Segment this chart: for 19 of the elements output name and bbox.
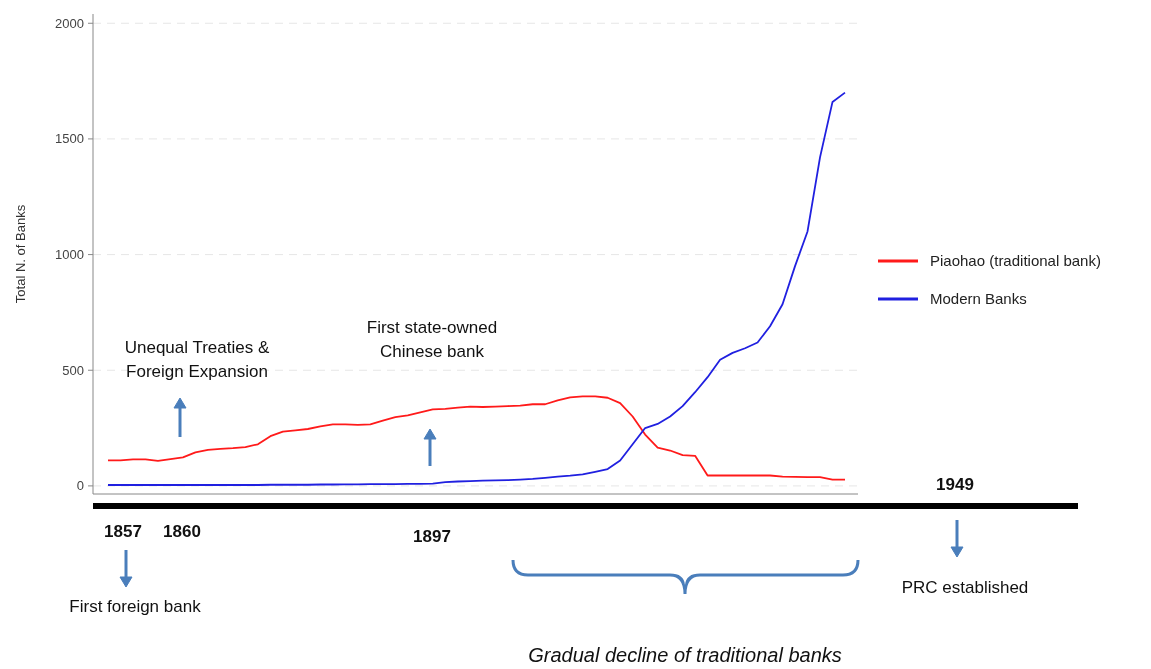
text: 1897: [413, 527, 451, 546]
annotation: Unequal Treaties & Foreign Expansion: [124, 338, 270, 381]
annotation: First state-owned Chinese bank: [366, 318, 498, 361]
text: 1860: [163, 522, 201, 541]
text: 1949: [936, 475, 974, 494]
text: Gradual decline of traditional banks: [528, 644, 842, 666]
y-tick-label: 500: [62, 362, 84, 378]
y-tick-label: 0: [76, 478, 84, 494]
y-tick-label: 1500: [55, 131, 84, 147]
y-tick-label: 2000: [55, 15, 84, 31]
text: PRC established: [901, 578, 1029, 597]
legend-label: Modern Banks: [930, 290, 1027, 308]
y-axis-title: Total N. of Banks: [13, 204, 28, 304]
text: 1857: [104, 522, 142, 541]
text: First foreign bank: [69, 597, 202, 616]
y-tick-label: 1000: [55, 247, 84, 263]
line-series: [107, 91, 846, 486]
legend-label: Piaohao (traditional bank): [930, 252, 1101, 270]
line-series: [107, 395, 846, 481]
